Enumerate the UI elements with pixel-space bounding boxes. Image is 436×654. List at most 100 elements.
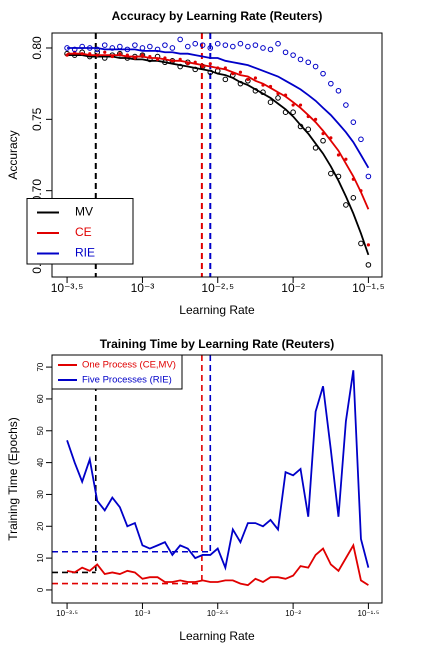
x-tick-label: 10⁻³·⁵ (56, 609, 78, 618)
x-tick-label: 10⁻¹·⁵ (358, 609, 380, 618)
point (336, 153, 341, 157)
point (358, 240, 364, 247)
point (343, 202, 349, 208)
point (65, 53, 69, 57)
point (298, 103, 303, 107)
y-tick-label: 0.80 (30, 36, 44, 60)
y-tick-label: 60 (36, 394, 45, 403)
point (306, 114, 310, 119)
point (216, 66, 220, 70)
point (148, 54, 152, 59)
point (118, 52, 122, 56)
x-tick-label: 10⁻³·⁵ (51, 281, 84, 295)
point (109, 45, 116, 51)
point (365, 262, 372, 268)
point (193, 60, 197, 64)
point (177, 36, 183, 43)
point (155, 57, 160, 61)
point (185, 43, 191, 50)
point (169, 45, 176, 51)
point (343, 102, 349, 108)
legend-box (51, 354, 183, 390)
point (133, 56, 137, 60)
y-axis-label: Training Time (Epochs) (6, 417, 20, 541)
point (231, 72, 235, 76)
point (163, 56, 167, 60)
y-tick-label: 30 (36, 489, 45, 498)
y-tick-label: 70 (36, 362, 45, 371)
point (124, 46, 131, 53)
point (290, 109, 296, 115)
point (101, 42, 108, 48)
point (344, 157, 348, 161)
point (125, 53, 129, 57)
point (86, 45, 93, 51)
point (365, 173, 372, 180)
point (282, 49, 289, 56)
point (170, 59, 174, 63)
point (110, 54, 114, 59)
point (222, 42, 229, 48)
legend-label: Five Processes (RIE) (82, 375, 172, 386)
point (260, 45, 266, 51)
point (253, 76, 258, 80)
point (268, 84, 273, 89)
y-tick-label: 10 (36, 553, 45, 562)
point (177, 63, 183, 70)
point (275, 40, 281, 47)
point (297, 123, 304, 130)
x-tick-label: 10⁻² (285, 609, 301, 618)
point (261, 83, 265, 87)
x-axis-label: Learning Rate (179, 303, 255, 317)
point (154, 46, 161, 53)
point (320, 70, 326, 77)
panel: Accuracy by Learning Rate (Reuters) Learn… (6, 9, 385, 317)
x-tick-label: 10⁻² (281, 281, 305, 295)
point (178, 57, 182, 61)
point (214, 40, 221, 47)
point (252, 42, 259, 48)
point (192, 66, 199, 73)
point (94, 46, 101, 53)
point (237, 80, 244, 87)
point (312, 145, 319, 151)
point (132, 42, 138, 48)
point (80, 52, 84, 56)
point (260, 89, 266, 96)
x-axis-label: Learning Rate (179, 629, 255, 643)
x-tick-label: 10⁻²·⁵ (207, 609, 229, 618)
legend-label: RIE (75, 246, 95, 260)
point (305, 59, 312, 66)
point (103, 50, 107, 54)
point (335, 173, 342, 180)
point (186, 62, 190, 66)
point (366, 243, 371, 247)
point (312, 63, 319, 70)
point (350, 195, 357, 201)
point (321, 131, 325, 136)
point (147, 43, 153, 50)
point (208, 62, 212, 66)
point (252, 87, 259, 94)
chart-title: Accuracy by Learning Rate (Reuters) (112, 9, 323, 23)
point (192, 40, 199, 47)
y-tick-label: 40 (36, 458, 45, 467)
point (350, 119, 357, 125)
x-tick-label: 10⁻²·⁵ (201, 281, 234, 295)
x-tick-label: 10⁻¹·⁵ (352, 281, 385, 295)
point (282, 109, 289, 115)
point (88, 52, 92, 56)
point (246, 77, 250, 81)
point (64, 45, 70, 51)
point (245, 43, 251, 50)
point (297, 56, 304, 63)
point (329, 136, 333, 140)
y-tick-label: 0 (36, 587, 45, 592)
point (139, 45, 146, 51)
point (201, 64, 205, 69)
point (320, 137, 326, 144)
x-tick-label: 10⁻³ (131, 281, 155, 295)
point (313, 117, 318, 121)
point (267, 46, 274, 53)
line (66, 370, 370, 571)
